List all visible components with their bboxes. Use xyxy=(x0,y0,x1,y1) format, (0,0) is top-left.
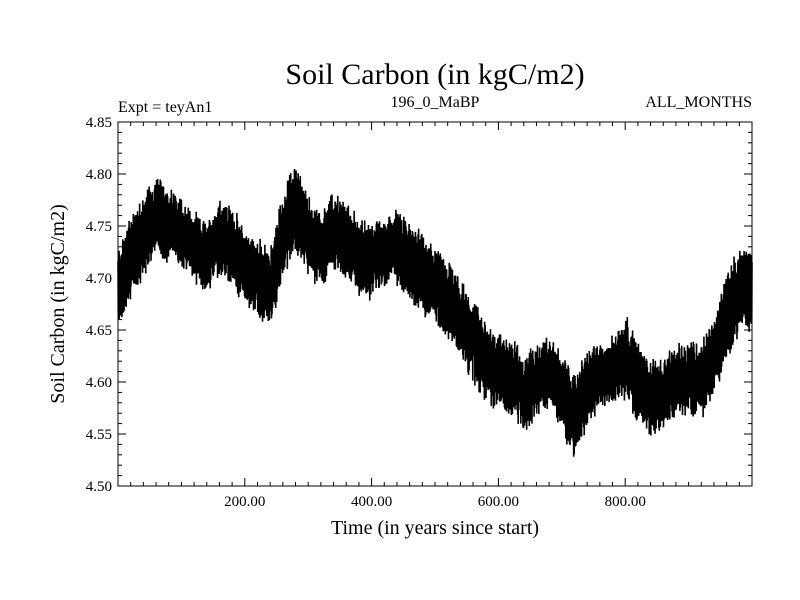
x-tick-label: 800.00 xyxy=(605,494,646,510)
chart-title: Soil Carbon (in kgC/m2) xyxy=(285,58,584,91)
y-axis: 4.50 4.55 4.60 4.65 4.70 4.75 4.80 4.85 xyxy=(86,115,752,495)
months-label: ALL_MONTHS xyxy=(645,94,752,111)
x-axis: 200.00 400.00 600.00 800.00 xyxy=(130,122,740,510)
series-line-soil-carbon xyxy=(117,169,753,457)
y-tick-label: 4.50 xyxy=(86,479,112,495)
period-label: 196_0_MaBP xyxy=(391,94,480,111)
y-tick-label: 4.85 xyxy=(86,115,112,131)
data-series xyxy=(117,169,753,457)
x-axis-label: Time (in years since start) xyxy=(331,517,539,539)
y-tick-label: 4.65 xyxy=(86,323,112,339)
y-tick-label: 4.75 xyxy=(86,219,112,235)
x-tick-label: 600.00 xyxy=(478,494,519,510)
y-tick-label: 4.55 xyxy=(86,427,112,443)
y-tick-label: 4.80 xyxy=(86,167,112,183)
y-axis-label: Soil Carbon (in kgC/m2) xyxy=(47,204,69,403)
experiment-label: Expt = teyAn1 xyxy=(118,99,212,116)
y-tick-label: 4.60 xyxy=(86,375,112,391)
y-tick-label: 4.70 xyxy=(86,271,112,287)
x-tick-label: 200.00 xyxy=(224,494,265,510)
x-tick-label: 400.00 xyxy=(351,494,392,510)
